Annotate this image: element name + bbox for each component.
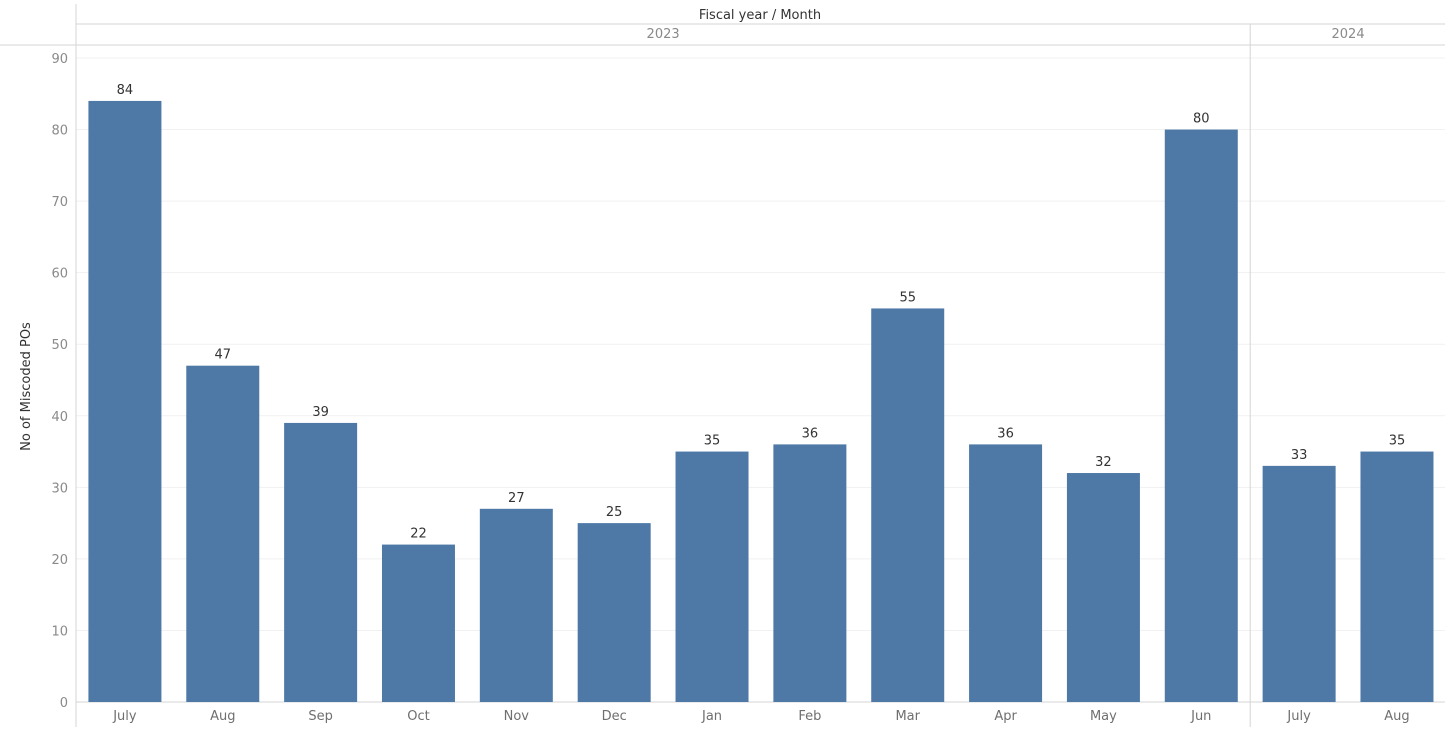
labels: 0 10 20 30 40 50 60 70 80 90 2023 84 July 47 Aug 39 Sep 2…: [51, 27, 1409, 724]
bar: [1360, 451, 1434, 702]
x-tick-label: May: [1090, 709, 1117, 724]
y-tick-label: 0: [60, 696, 68, 711]
y-tick-label: 40: [51, 410, 68, 425]
data-label: 80: [1193, 112, 1210, 127]
column-header-title: Fiscal year / Month: [699, 8, 821, 23]
data-label: 36: [802, 426, 819, 441]
data-label: 35: [704, 434, 721, 449]
bar: [1164, 129, 1238, 703]
year-label: 2023: [647, 27, 680, 42]
bar: [773, 444, 847, 702]
bar: [1262, 465, 1336, 702]
y-axis-title: No of Miscoded POs: [19, 322, 34, 451]
x-tick-label: Apr: [994, 709, 1017, 724]
x-tick-label: Mar: [895, 709, 920, 724]
bar: [577, 523, 651, 702]
data-label: 33: [1291, 448, 1308, 463]
bar: [969, 444, 1043, 702]
x-tick-label: Jan: [701, 709, 722, 724]
data-label: 27: [508, 491, 525, 506]
data-label: 36: [997, 426, 1014, 441]
y-tick-label: 60: [51, 267, 68, 282]
x-tick-label: Jun: [1190, 709, 1211, 724]
bar: [479, 508, 553, 702]
bar: [871, 308, 945, 702]
gridlines: [76, 57, 1445, 631]
y-tick-label: 90: [51, 52, 68, 67]
x-tick-label: July: [112, 709, 137, 724]
x-tick-label: Dec: [602, 709, 627, 724]
y-tick-label: 30: [51, 481, 68, 496]
y-tick-label: 20: [51, 553, 68, 568]
x-tick-label: Nov: [504, 709, 530, 724]
bars: [88, 100, 1434, 703]
data-label: 35: [1389, 434, 1406, 449]
data-label: 32: [1095, 455, 1112, 470]
data-label: 84: [117, 83, 134, 98]
x-tick-label: Aug: [1384, 709, 1409, 724]
y-tick-label: 10: [51, 624, 68, 639]
x-tick-label: Feb: [798, 709, 821, 724]
y-tick-label: 80: [51, 124, 68, 139]
x-tick-label: Aug: [210, 709, 235, 724]
data-label: 39: [312, 405, 329, 420]
data-label: 22: [410, 527, 427, 542]
year-label: 2024: [1332, 27, 1365, 42]
x-tick-label: Sep: [308, 709, 333, 724]
bar: [88, 100, 162, 702]
x-tick-label: July: [1286, 709, 1311, 724]
data-label: 55: [899, 290, 916, 305]
bar: [381, 544, 455, 702]
bar: [284, 422, 358, 702]
data-label: 25: [606, 505, 623, 520]
y-tick-label: 50: [51, 338, 68, 353]
y-tick-label: 70: [51, 195, 68, 210]
bar: [1066, 473, 1140, 702]
data-label: 47: [215, 348, 232, 363]
x-tick-label: Oct: [407, 709, 429, 724]
bar: [186, 365, 260, 702]
bar: [675, 451, 749, 702]
